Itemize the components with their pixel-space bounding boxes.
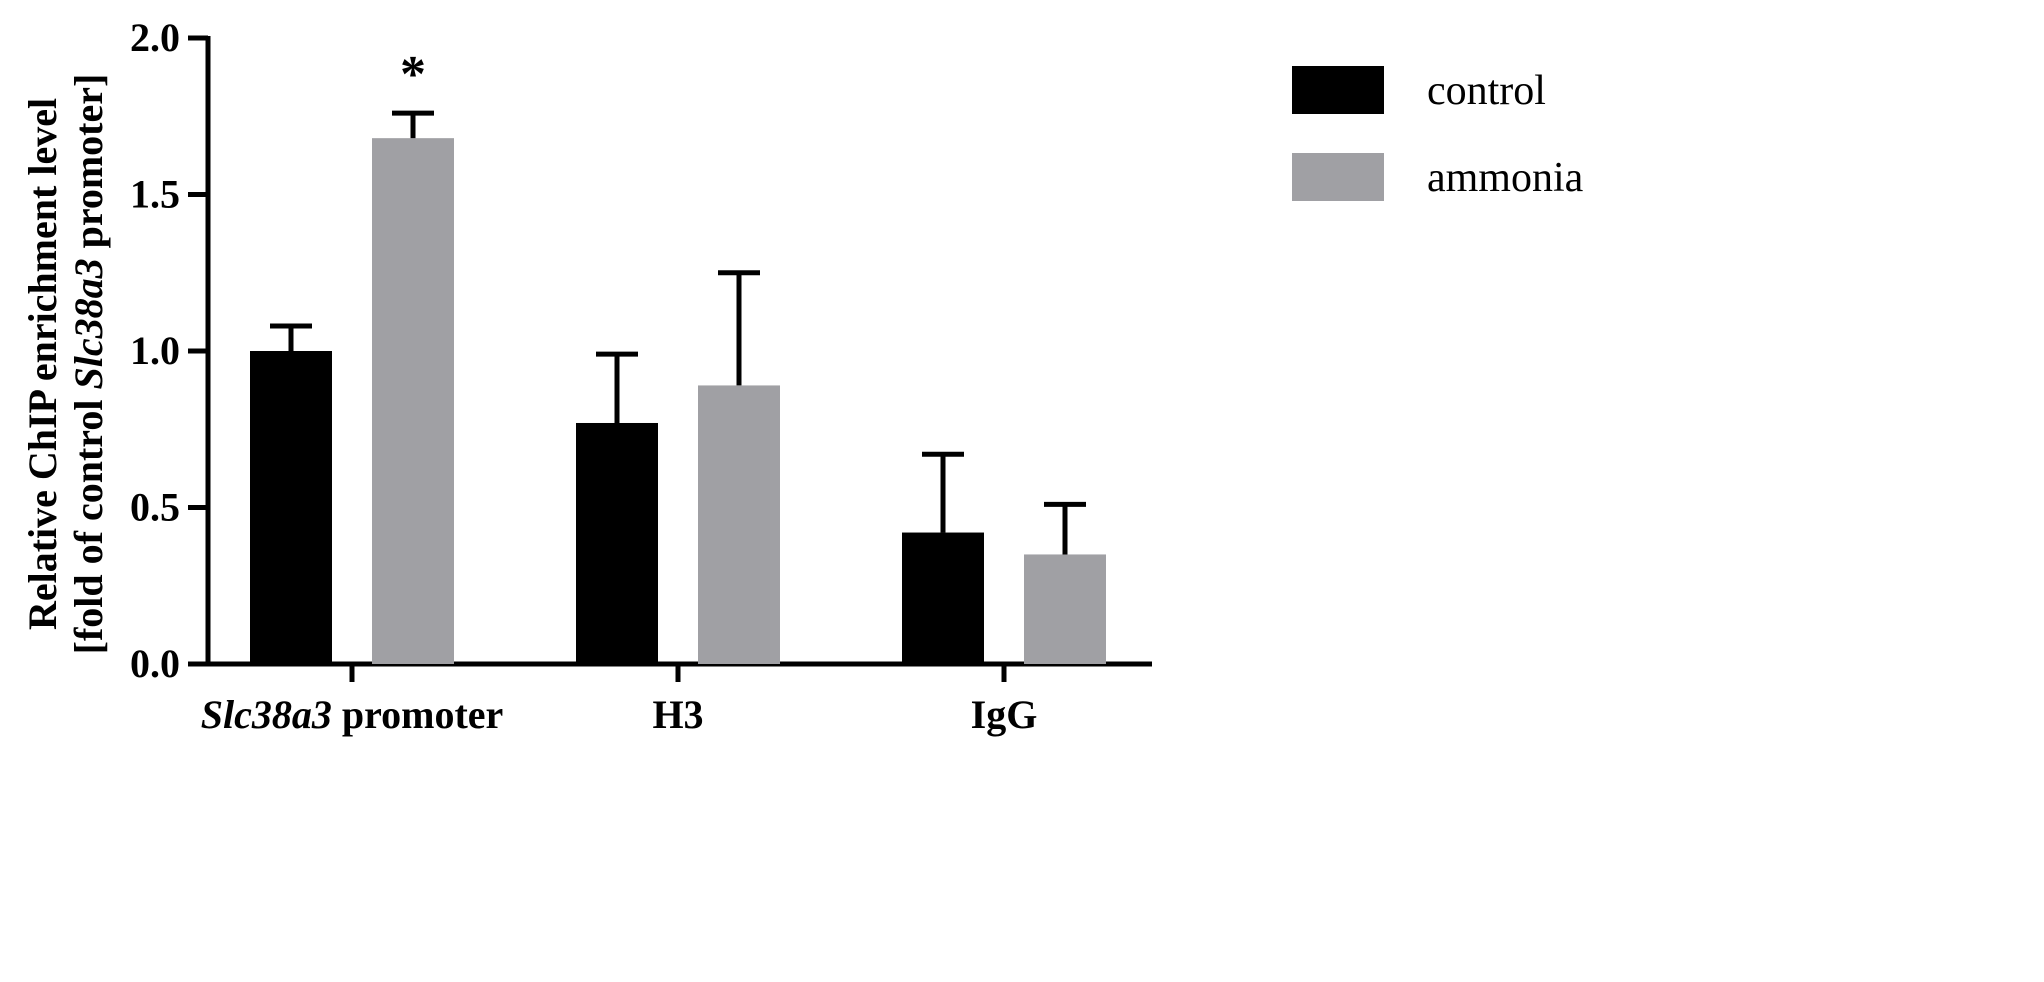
category-labels: Slc38a3 promoter H3 IgG (201, 692, 1038, 737)
bar-ammonia (698, 385, 780, 664)
legend-swatch-control (1292, 66, 1384, 114)
y-tick-label: 0.0 (130, 641, 180, 686)
y-tick-label: 2.0 (130, 15, 180, 60)
x-category-label: H3 (652, 692, 703, 737)
bar-control (576, 422, 658, 664)
bar-ammonia (1024, 554, 1106, 664)
legend-label-ammonia: ammonia (1427, 155, 1584, 201)
y-tick-label: 0.5 (130, 485, 180, 530)
y-tick-label: 1.0 (130, 328, 180, 373)
axes: 0.0 0.5 1.0 1.5 2.0 (130, 15, 1152, 686)
y-tick-label: 1.5 (130, 172, 180, 217)
x-category-label: IgG (971, 692, 1038, 737)
bar-ammonia (372, 138, 454, 664)
legend: control ammonia (1292, 66, 1584, 201)
annotations: * (400, 46, 426, 103)
y-axis-title: Relative ChIP enrichment level [fold of c… (20, 74, 111, 655)
legend-swatch-ammonia (1292, 153, 1384, 201)
bars (250, 138, 1106, 664)
y-axis-title-line1: Relative ChIP enrichment level (20, 98, 65, 630)
significance-asterisk: * (400, 46, 426, 103)
error-bars (270, 110, 1086, 555)
x-category-label: Slc38a3 promoter (201, 692, 504, 737)
y-axis-title-line2: [fold of control Slc38a3 promoter] (66, 74, 111, 655)
bar-control (250, 351, 332, 664)
bar-control (902, 532, 984, 664)
legend-label-control: control (1427, 68, 1546, 114)
